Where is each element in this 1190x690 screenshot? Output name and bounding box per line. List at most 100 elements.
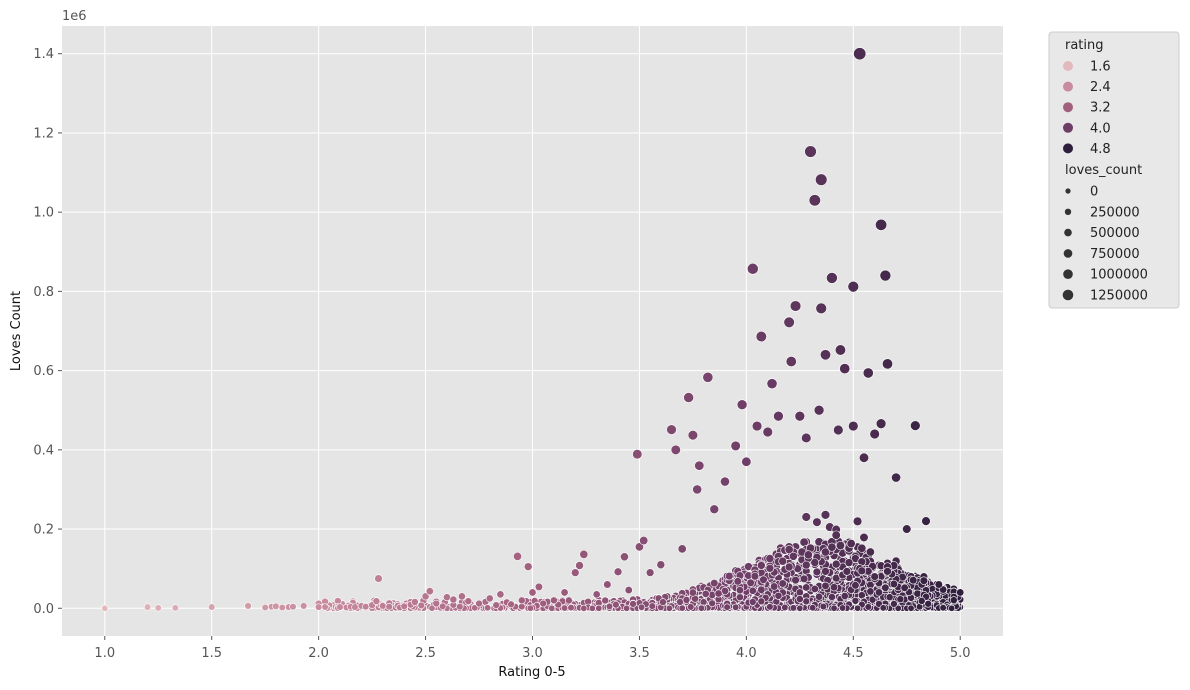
scatter-point — [831, 530, 841, 540]
scatter-point — [678, 604, 686, 612]
scatter-point — [751, 420, 763, 432]
scatter-point — [831, 559, 841, 569]
scatter-point — [765, 563, 775, 573]
scatter-point — [457, 592, 466, 601]
scatter-point — [518, 602, 526, 611]
scatter-point — [791, 576, 800, 585]
scatter-point — [862, 367, 874, 379]
scatter-point — [796, 604, 804, 612]
scatter-point — [579, 549, 589, 559]
scatter-point — [736, 593, 744, 602]
scatter-point — [154, 604, 162, 612]
legend: rating 1.6 2.4 3.2 4.0 4.8 loves_count 0 2500… — [1048, 31, 1180, 309]
legend-size-marker — [1064, 208, 1072, 215]
scatter-point — [881, 583, 890, 592]
scatter-point — [799, 574, 809, 584]
scatter-point — [483, 604, 492, 612]
scatter-point — [605, 602, 614, 611]
legend-hue-label: 2.4 — [1090, 80, 1111, 95]
legend-hue-label: 3.2 — [1090, 101, 1111, 116]
scatter-point — [688, 588, 697, 597]
scatter-point — [603, 580, 612, 589]
scatter-point — [827, 593, 836, 601]
scatter-point — [629, 600, 637, 608]
scatter-point — [708, 590, 717, 599]
scatter-point — [485, 594, 494, 603]
scatter-point — [620, 552, 629, 562]
scatter-point — [869, 428, 880, 440]
scatter-point — [921, 516, 931, 526]
legend-hue-label: 4.0 — [1090, 121, 1111, 136]
scatter-point — [709, 504, 720, 515]
scatter-point — [534, 582, 544, 591]
scatter-point — [820, 510, 831, 520]
scatter-point — [826, 272, 838, 284]
scatter-point — [449, 595, 458, 604]
scatter-point — [851, 597, 860, 605]
scatter-point — [821, 547, 830, 557]
y-tick-label: 0.8 — [33, 285, 54, 300]
scatter-point — [821, 581, 830, 590]
legend-size-marker — [1065, 188, 1071, 194]
scatter-point — [765, 554, 775, 563]
scatter-point — [870, 572, 879, 581]
scatter-point — [580, 604, 588, 612]
scatter-point — [456, 603, 464, 611]
scatter-point — [813, 404, 825, 416]
y-tick-label: 0.6 — [33, 364, 54, 379]
scatter-point — [766, 378, 778, 390]
scatter-point — [244, 602, 252, 610]
scatter-point — [956, 588, 965, 597]
scatter-point — [624, 586, 633, 595]
scatter-point — [802, 597, 811, 606]
scatter-point — [848, 420, 859, 432]
scatter-point — [756, 561, 766, 570]
scatter-point — [789, 300, 802, 312]
scatter-point — [865, 547, 875, 557]
scatter-point — [513, 551, 522, 561]
legend-hue-title: rating — [1065, 38, 1104, 53]
scatter-point — [924, 600, 932, 608]
scatter-point — [612, 600, 620, 609]
scatter-point — [859, 532, 869, 543]
legend-hue-entries: 1.6 2.4 3.2 4.0 4.8 — [1063, 60, 1111, 157]
scatter-point — [464, 597, 473, 605]
scatter-point — [815, 302, 827, 315]
scatter-point — [783, 316, 795, 328]
scatter-point — [788, 551, 798, 561]
scatter-point — [443, 593, 451, 602]
scatter-point — [564, 596, 573, 605]
x-tick-label: 1.0 — [94, 646, 115, 661]
scatter-point — [889, 579, 899, 589]
scatter-point — [741, 456, 752, 467]
scatter-point — [550, 596, 558, 605]
y-tick-label: 0.4 — [33, 443, 54, 458]
scatter-point — [784, 545, 794, 555]
scatter-point — [770, 582, 779, 591]
scatter-point — [857, 543, 867, 553]
x-tick-label: 3.0 — [522, 646, 543, 661]
legend-box — [1048, 31, 1180, 309]
scatter-point — [815, 173, 828, 186]
scatter-point — [773, 410, 784, 422]
scatter-point — [697, 604, 706, 612]
scatter-point — [949, 596, 958, 605]
scatter-point — [896, 595, 905, 604]
scatter-point — [723, 603, 731, 611]
x-tick-label: 2.5 — [415, 646, 436, 661]
scatter-point — [676, 598, 684, 606]
scatter-point — [917, 597, 926, 605]
legend-size-label: 500000 — [1090, 226, 1140, 241]
scatter-point — [746, 262, 759, 275]
scatter-point — [757, 597, 766, 606]
scatter-point — [919, 576, 929, 585]
scatter-point — [725, 571, 734, 581]
legend-size-title: loves_count — [1065, 163, 1142, 178]
scatter-point — [748, 586, 757, 595]
scatter-point — [854, 604, 862, 612]
scatter-point — [804, 145, 817, 158]
scatter-point — [801, 560, 811, 570]
scatter-point — [875, 218, 888, 231]
scatter-point — [839, 604, 847, 612]
